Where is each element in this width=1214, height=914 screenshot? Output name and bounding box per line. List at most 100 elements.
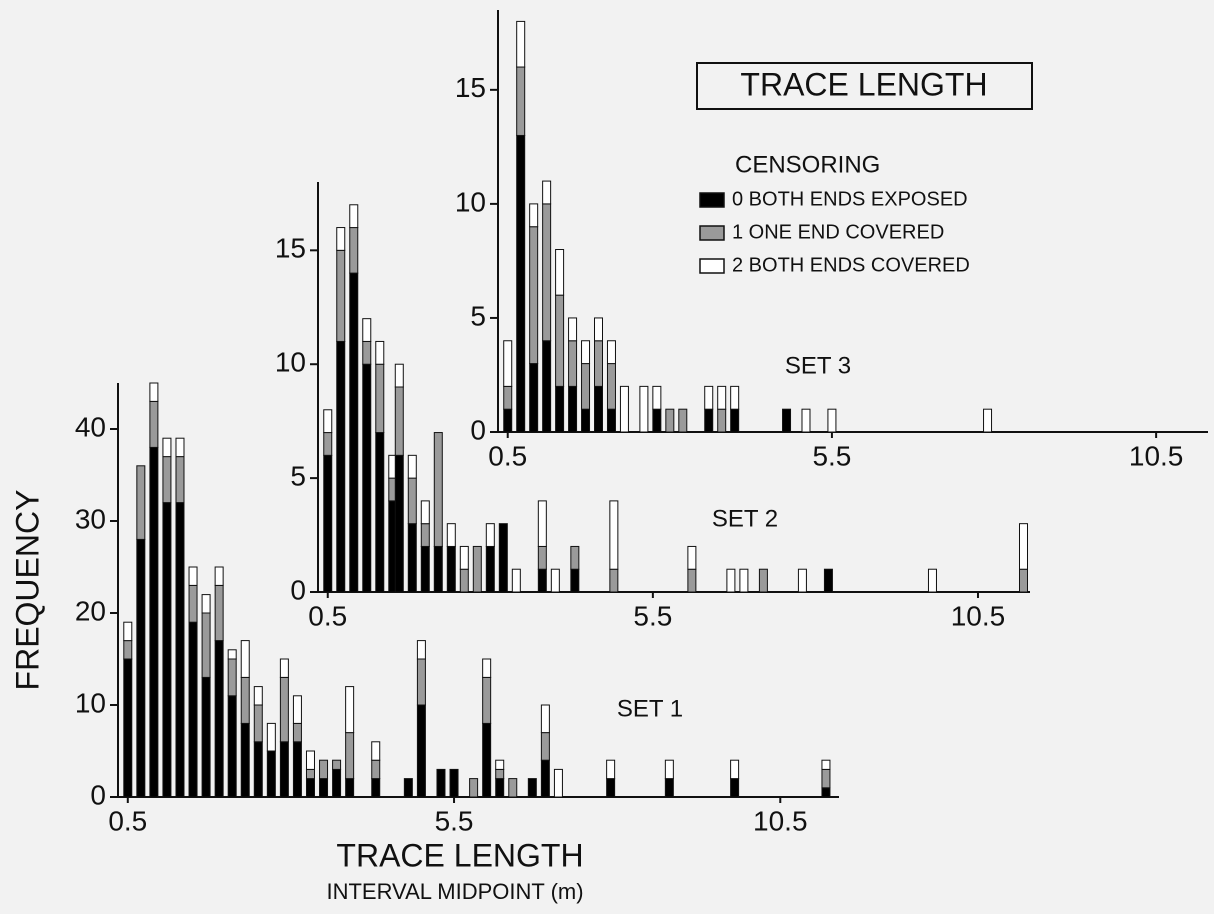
y-tick-label: 0	[290, 574, 306, 605]
bar-segment	[482, 676, 492, 724]
bar-segment	[537, 568, 547, 593]
legend-label: 0 BOTH ENDS EXPOSED	[732, 188, 968, 210]
bar-segment	[516, 66, 526, 136]
bar-segment	[162, 456, 172, 504]
bar-segment	[821, 787, 831, 798]
bar-segment	[503, 408, 513, 433]
bar-segment	[801, 408, 811, 433]
bar-segment	[498, 523, 508, 593]
set-label: SET 3	[785, 352, 851, 379]
bar-segment	[227, 649, 237, 660]
bar-segment	[495, 759, 505, 770]
x-tick-label: 5.5	[633, 600, 672, 631]
y-tick-label: 40	[75, 411, 106, 442]
bar-segment	[345, 778, 355, 798]
bar-segment	[253, 686, 263, 706]
bar-segment	[704, 408, 714, 433]
bar-segment	[123, 621, 133, 642]
bar-segment	[555, 385, 565, 433]
bar-segment	[407, 454, 417, 479]
bar-segment	[459, 545, 469, 570]
bar-segment	[730, 408, 740, 433]
bar-segment	[336, 227, 346, 251]
bar-segment	[136, 465, 146, 540]
legend-title: CENSORING	[735, 151, 880, 178]
bar-segment	[687, 568, 697, 593]
bar-segment	[687, 545, 697, 570]
bar-segment	[594, 385, 604, 433]
bar-segment	[639, 385, 649, 433]
x-tick-label: 10.5	[951, 600, 1006, 631]
bar-segment	[537, 545, 547, 570]
bar-segment	[433, 432, 443, 547]
bar-segment	[550, 568, 560, 593]
bar-segment	[821, 759, 831, 770]
bar-segment	[469, 778, 479, 798]
bar-segment	[323, 409, 333, 434]
bar-segment	[508, 778, 518, 798]
bar-segment	[797, 568, 807, 593]
bar-segment	[581, 340, 591, 365]
bar-segment	[336, 340, 346, 593]
bar-segment	[292, 695, 302, 724]
bar-segment	[214, 566, 224, 586]
bar-segment	[188, 621, 198, 798]
y-tick-label: 5	[290, 461, 306, 492]
bar-segment	[214, 640, 224, 798]
bar-segment	[606, 363, 616, 410]
legend-swatch	[699, 192, 725, 208]
bar-segment	[726, 568, 736, 593]
bar-segment	[717, 408, 727, 433]
bar-segment	[336, 249, 346, 342]
bar-segment	[606, 778, 616, 798]
bar-segment	[568, 317, 578, 342]
set-label: SET 1	[617, 695, 683, 722]
bar-segment	[323, 432, 333, 456]
bar-segment	[407, 523, 417, 593]
bar-segment	[529, 363, 539, 433]
set-label: SET 2	[712, 505, 778, 532]
bar-segment	[542, 340, 552, 433]
bar-segment	[394, 363, 404, 388]
bar-segment	[606, 408, 616, 433]
legend-swatch	[699, 225, 725, 241]
bar-segment	[371, 759, 381, 780]
bar-segment	[279, 658, 289, 678]
bar-segment	[305, 768, 315, 780]
bar-segment	[349, 272, 359, 593]
bar-segment	[345, 686, 355, 734]
bar-segment	[201, 594, 211, 614]
x-axis-sublabel: INTERVAL MIDPOINT (m)	[326, 879, 583, 904]
legend-swatch	[699, 258, 725, 274]
bar-segment	[619, 385, 629, 433]
bar-segment	[375, 432, 385, 593]
bar-segment	[305, 778, 315, 798]
bar-segment	[349, 204, 359, 229]
y-tick-label: 20	[75, 595, 106, 626]
bar-segment	[136, 538, 146, 798]
bar-segment	[555, 249, 565, 296]
bar-segment	[652, 408, 662, 433]
bar-segment	[375, 340, 385, 365]
bar-segment	[664, 778, 674, 798]
bar-segment	[652, 385, 662, 410]
y-tick-label: 30	[75, 503, 106, 534]
bar-segment	[416, 658, 426, 706]
bar-segment	[188, 566, 198, 586]
bar-segment	[162, 502, 172, 798]
bar-segment	[394, 386, 404, 456]
bar-segment	[606, 340, 616, 365]
bar-segment	[459, 568, 469, 593]
bar-segment	[305, 750, 315, 770]
bar-segment	[407, 477, 417, 525]
chart-title: TRACE LENGTH	[740, 66, 987, 102]
bar-segment	[149, 382, 159, 402]
bar-segment	[609, 568, 619, 593]
bar-segment	[570, 568, 580, 593]
bar-segment	[730, 759, 740, 780]
bar-segment	[485, 545, 495, 593]
legend-label: 1 ONE END COVERED	[732, 221, 944, 243]
y-tick-label: 10	[275, 347, 306, 378]
bar-segment	[319, 759, 329, 780]
